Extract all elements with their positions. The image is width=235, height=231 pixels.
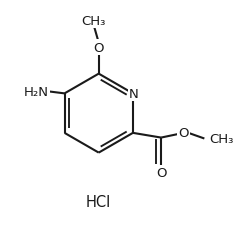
Text: H₂N: H₂N	[24, 86, 49, 99]
Text: CH₃: CH₃	[81, 15, 105, 27]
Text: CH₃: CH₃	[209, 132, 233, 145]
Text: HCl: HCl	[86, 194, 111, 209]
Text: O: O	[178, 127, 189, 140]
Text: O: O	[94, 42, 104, 55]
Text: N: N	[129, 88, 139, 100]
Text: O: O	[156, 166, 166, 179]
